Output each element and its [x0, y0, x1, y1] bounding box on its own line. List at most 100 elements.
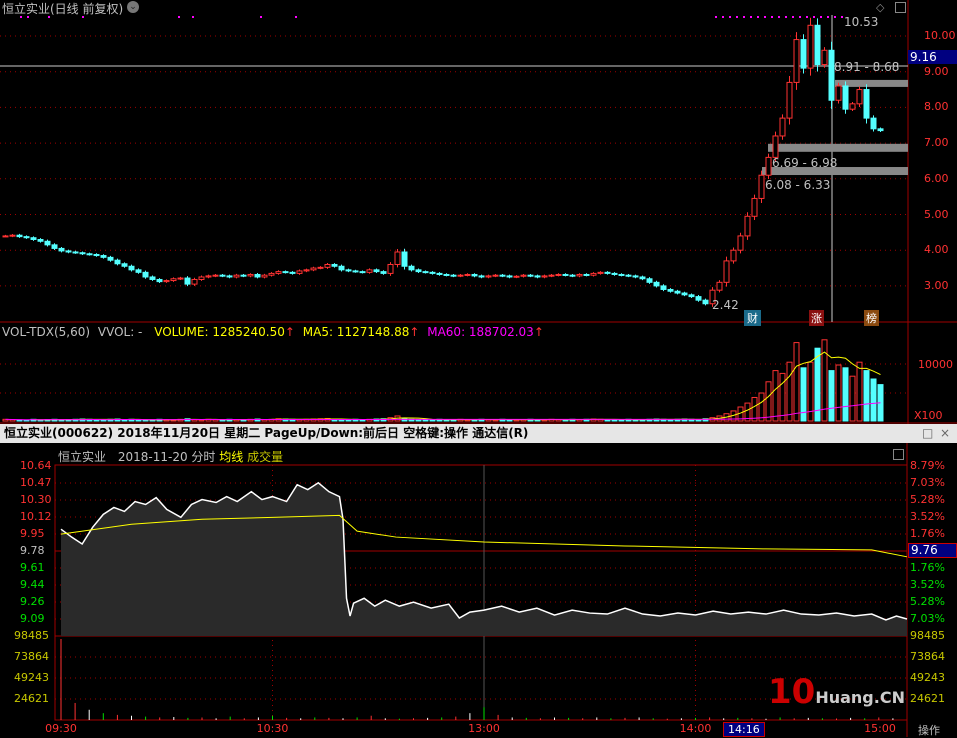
watermark-text: Huang.CN — [815, 688, 905, 707]
time-label: 10:30 — [256, 722, 289, 735]
candle-body — [30, 237, 37, 240]
signal-dot — [750, 16, 752, 18]
candle-body — [429, 271, 436, 274]
candle-body — [660, 285, 667, 290]
candle-body — [695, 296, 702, 301]
avg-price-line — [60, 514, 908, 558]
volume-ma60-line — [5, 402, 881, 421]
tag-bang[interactable]: 榜 — [864, 310, 879, 326]
watermark-logo: 10Huang.CN — [768, 672, 905, 718]
candle-body — [163, 280, 170, 283]
candle-body — [723, 260, 730, 283]
left-price-tick: 9.78 — [20, 544, 45, 557]
volume-bar — [800, 367, 807, 422]
candle-body — [457, 274, 464, 277]
left-price-tick: 9.09 — [20, 612, 45, 625]
left-price-tick: 10.30 — [20, 493, 52, 506]
close-button[interactable]: × — [940, 426, 951, 440]
candle-body — [51, 244, 58, 249]
candle-body — [394, 251, 401, 265]
price-tick: 3.00 — [924, 278, 949, 292]
volume-bar — [870, 378, 877, 422]
signal-dot — [192, 16, 194, 18]
volume-bar — [744, 402, 751, 422]
candle-body — [653, 281, 660, 287]
candle-body — [485, 275, 492, 278]
right-pct-tick: 7.03% — [910, 612, 945, 625]
left-price-tick: 10.64 — [20, 459, 52, 472]
up-arrow-icon: ↑ — [533, 325, 544, 339]
left-price-tick: 9.44 — [20, 578, 45, 591]
candle-body — [646, 278, 653, 283]
candle-body — [254, 273, 261, 278]
candle-body — [289, 271, 296, 274]
volume-bar — [856, 361, 863, 422]
vol-tick-10000: 10000 — [918, 358, 953, 371]
candle-body — [268, 272, 275, 276]
signal-dot — [20, 16, 22, 18]
time-label: 14:00 — [679, 722, 712, 735]
signal-dot — [792, 16, 794, 18]
candle-body — [499, 274, 506, 277]
intraday-toggle-icon[interactable] — [893, 449, 904, 460]
volume-bar — [828, 370, 835, 422]
volume-bar — [814, 347, 821, 422]
time-label: 13:00 — [468, 722, 500, 735]
panel-toggle-icon[interactable] — [895, 2, 906, 13]
candle-body — [674, 290, 681, 294]
up-arrow-icon: ↑ — [409, 325, 420, 339]
signal-dot — [806, 16, 808, 18]
candle-body — [856, 89, 863, 105]
candle-body — [282, 271, 289, 274]
volume-bar — [842, 367, 849, 422]
candle-body — [520, 274, 527, 277]
candle-body — [492, 274, 499, 277]
signal-dot — [820, 16, 822, 18]
candle-body — [296, 270, 303, 274]
restore-button[interactable]: □ — [922, 426, 934, 440]
volume-bar — [779, 372, 786, 422]
candle-body — [2, 235, 9, 238]
candle-body — [548, 274, 555, 277]
right-vol-tick: 24621 — [910, 692, 945, 705]
candle-body — [198, 276, 205, 280]
avg-line-label[interactable]: 均线 — [219, 450, 244, 464]
signal-dot — [778, 16, 780, 18]
up-arrow-icon: ↑ — [284, 325, 295, 339]
candle-body — [821, 49, 828, 66]
candle-body — [107, 256, 114, 261]
signal-dot — [82, 16, 84, 18]
diamond-icon[interactable]: ◇ — [876, 1, 885, 14]
dropdown-icon[interactable]: ⌄ — [127, 1, 139, 13]
candle-body — [310, 267, 317, 271]
candle-body — [807, 24, 814, 69]
candle-body — [730, 249, 737, 262]
candle-body — [142, 271, 149, 278]
vol-indicator-name[interactable]: VOL-TDX(5,60) — [2, 325, 91, 339]
candle-body — [345, 269, 352, 272]
time-label: 09:30 — [45, 722, 77, 735]
daily-kline-chart[interactable] — [0, 0, 957, 424]
candle-body — [128, 265, 135, 271]
stock-name: 恒立实业 — [58, 450, 107, 464]
candle-body — [597, 271, 604, 274]
signal-dot — [764, 16, 766, 18]
candle-body — [23, 236, 30, 239]
candle-body — [240, 274, 247, 277]
tag-cai[interactable]: 财 — [744, 310, 761, 326]
candle-body — [114, 259, 121, 265]
volume-bar — [863, 370, 870, 422]
signal-dot — [27, 16, 29, 18]
tag-zhang[interactable]: 涨 — [809, 310, 824, 326]
volume-label[interactable]: 成交量 — [247, 450, 284, 464]
action-label[interactable]: 操作 — [918, 724, 940, 737]
intraday-header: 恒立实业 2018-11-20 分时 均线 成交量 — [58, 448, 283, 465]
candle-body — [709, 289, 716, 305]
candle-body — [478, 275, 485, 278]
volume-bar — [765, 381, 772, 422]
candle-body — [86, 253, 93, 256]
intraday-current-label: 9.76 — [908, 543, 957, 558]
ma60-value: MA60: 188702.03 — [427, 325, 534, 339]
candle-body — [380, 271, 387, 274]
